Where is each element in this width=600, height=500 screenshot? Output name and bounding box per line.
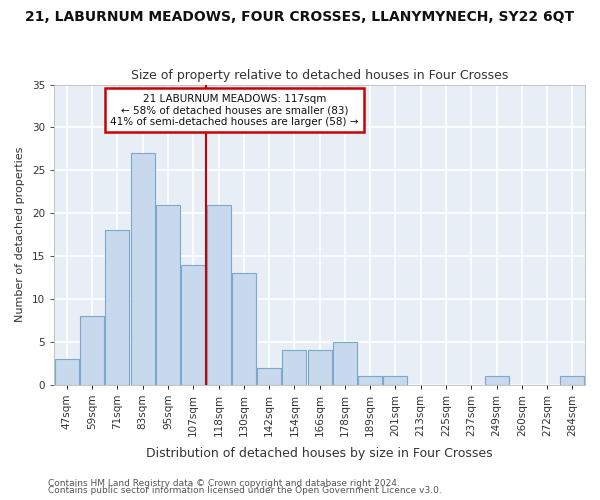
Y-axis label: Number of detached properties: Number of detached properties (15, 147, 25, 322)
Bar (80, 316, 104, 384)
Text: Contains HM Land Registry data © Crown copyright and database right 2024.: Contains HM Land Registry data © Crown c… (48, 478, 400, 488)
Bar (358, 376, 382, 384)
Bar (131, 153, 155, 384)
Bar (206, 204, 230, 384)
Bar (257, 368, 281, 384)
Bar (333, 342, 357, 384)
Bar (232, 273, 256, 384)
Bar (156, 204, 180, 384)
Text: Contains public sector information licensed under the Open Government Licence v3: Contains public sector information licen… (48, 486, 442, 495)
Bar (560, 376, 584, 384)
Bar (283, 350, 307, 384)
Bar (106, 230, 130, 384)
Text: 21 LABURNUM MEADOWS: 117sqm
← 58% of detached houses are smaller (83)
41% of sem: 21 LABURNUM MEADOWS: 117sqm ← 58% of det… (110, 94, 359, 127)
Bar (181, 264, 205, 384)
Bar (308, 350, 332, 384)
Bar (55, 359, 79, 384)
Bar (485, 376, 509, 384)
Text: 21, LABURNUM MEADOWS, FOUR CROSSES, LLANYMYNECH, SY22 6QT: 21, LABURNUM MEADOWS, FOUR CROSSES, LLAN… (25, 10, 575, 24)
X-axis label: Distribution of detached houses by size in Four Crosses: Distribution of detached houses by size … (146, 447, 493, 460)
Bar (383, 376, 407, 384)
Title: Size of property relative to detached houses in Four Crosses: Size of property relative to detached ho… (131, 69, 508, 82)
